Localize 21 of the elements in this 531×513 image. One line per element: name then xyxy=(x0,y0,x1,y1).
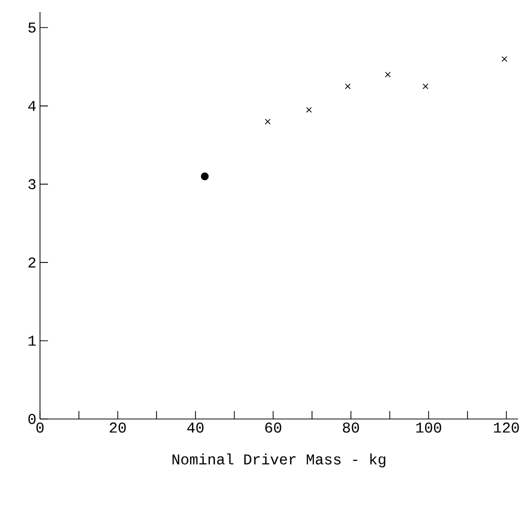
point xyxy=(306,106,312,113)
y-tick-label: 0 xyxy=(28,414,36,424)
x-tick-label: 80 xyxy=(342,422,359,433)
point xyxy=(384,72,391,78)
y-tick-label: 3 xyxy=(28,179,36,190)
x-tick-label: 120 xyxy=(494,422,519,433)
point xyxy=(264,118,271,124)
y-tick-label: 4 xyxy=(28,101,36,111)
x-axis-title: Nominal Driver Mass - kg xyxy=(172,454,386,468)
x-tick-label: 100 xyxy=(416,422,442,433)
point xyxy=(422,83,428,90)
point xyxy=(502,56,508,62)
x-tick-label: 20 xyxy=(110,422,126,433)
point xyxy=(344,83,351,90)
y-tick-label: 1 xyxy=(28,336,36,346)
x-tick-label: 0 xyxy=(36,422,44,433)
x-tick-label: 40 xyxy=(187,422,204,433)
y-tick-label: 5 xyxy=(28,22,36,33)
x-tick-label: 60 xyxy=(265,422,282,433)
point xyxy=(200,172,209,180)
y-tick-label: 2 xyxy=(28,257,36,268)
